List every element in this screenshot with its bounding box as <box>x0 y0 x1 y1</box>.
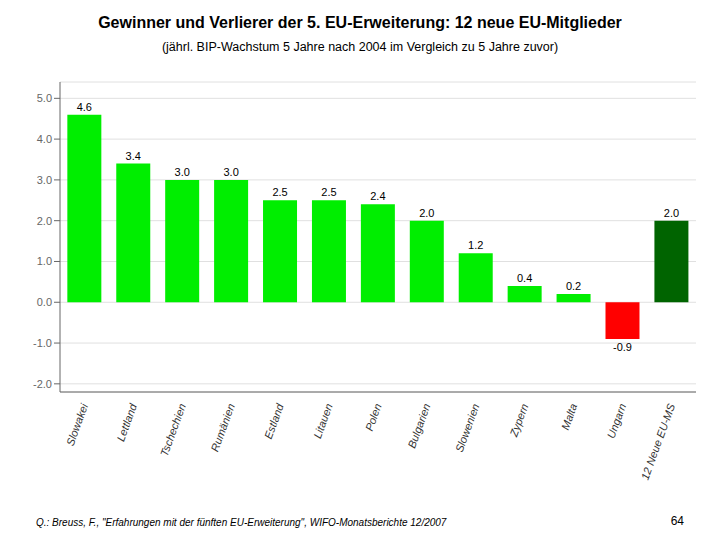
svg-text:2.5: 2.5 <box>321 186 336 198</box>
svg-text:Polen: Polen <box>363 402 384 433</box>
html-text:Gewinner und Verlierer der 5.: Gewinner und Verlierer der 5. EU-Erweite… <box>98 14 622 31</box>
svg-text:3.0: 3.0 <box>223 166 238 178</box>
svg-text:0.2: 0.2 <box>566 280 581 292</box>
svg-text:Tschechien: Tschechien <box>158 402 188 458</box>
svg-text:2.0: 2.0 <box>37 215 52 227</box>
svg-text:Slowenien: Slowenien <box>453 402 482 454</box>
svg-text:2.0: 2.0 <box>419 207 434 219</box>
svg-text:Lettland: Lettland <box>114 401 139 443</box>
svg-text:1.2: 1.2 <box>468 239 483 251</box>
svg-text:Bulgarien: Bulgarien <box>405 402 432 450</box>
svg-text:0.4: 0.4 <box>517 272 532 284</box>
svg-text:Rumänien: Rumänien <box>208 402 236 453</box>
html-text:(jährl. BIP-Wachstum 5 Jahre n: (jährl. BIP-Wachstum 5 Jahre nach 2004 i… <box>161 40 559 54</box>
svg-text:Malta: Malta <box>559 402 579 431</box>
svg-text:Litauen: Litauen <box>311 402 335 440</box>
svg-text:2.0: 2.0 <box>664 207 679 219</box>
svg-text:2.5: 2.5 <box>272 186 287 198</box>
svg-text:4.0: 4.0 <box>37 133 52 145</box>
svg-text:4.6: 4.6 <box>77 101 92 113</box>
svg-text:-0.9: -0.9 <box>613 341 632 353</box>
svg-text:3.0: 3.0 <box>175 166 190 178</box>
svg-text:Slowakei: Slowakei <box>64 401 91 447</box>
svg-text:5.0: 5.0 <box>37 92 52 104</box>
html-text:64: 64 <box>670 514 684 528</box>
svg-text:3.0: 3.0 <box>37 174 52 186</box>
svg-text:Ungarn: Ungarn <box>605 402 629 440</box>
svg-text:-1.0: -1.0 <box>33 337 52 349</box>
svg-text:Zypern: Zypern <box>507 402 530 439</box>
html-text:Q.: Breuss, F., "Erfahrungen m: Q.: Breuss, F., "Erfahrungen mit der fün… <box>36 517 447 528</box>
svg-text:12 Neue EU-MS: 12 Neue EU-MS <box>639 401 678 481</box>
svg-text:0.0: 0.0 <box>37 296 52 308</box>
svg-text:3.4: 3.4 <box>126 150 141 162</box>
svg-text:-2.0: -2.0 <box>33 378 52 390</box>
svg-text:1.0: 1.0 <box>37 255 52 267</box>
svg-text:2.4: 2.4 <box>370 190 385 202</box>
svg-text:Estland: Estland <box>262 401 286 440</box>
